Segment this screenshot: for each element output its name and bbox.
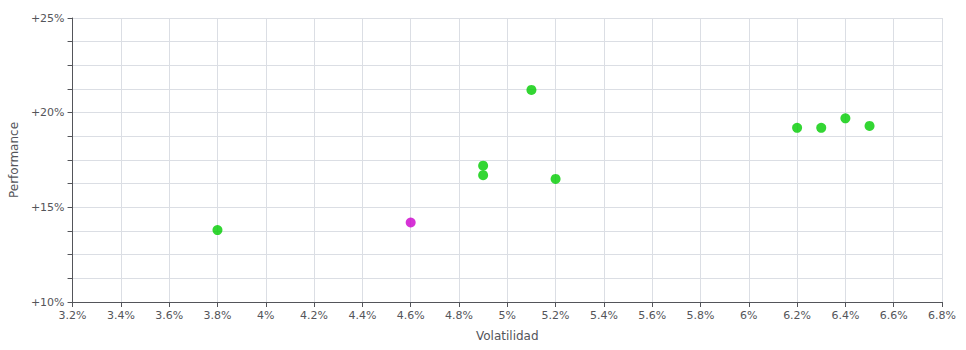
svg-text:4.2%: 4.2% — [300, 309, 328, 322]
svg-text:3.2%: 3.2% — [59, 309, 87, 322]
svg-text:6.4%: 6.4% — [831, 309, 859, 322]
svg-text:6.6%: 6.6% — [880, 309, 908, 322]
svg-text:5.8%: 5.8% — [687, 309, 715, 322]
svg-text:+25%: +25% — [31, 12, 65, 25]
svg-text:5.6%: 5.6% — [638, 309, 666, 322]
svg-text:+10%: +10% — [31, 296, 65, 309]
svg-text:4%: 4% — [257, 309, 274, 322]
svg-text:Performance: Performance — [7, 122, 21, 198]
svg-text:5.2%: 5.2% — [542, 309, 570, 322]
svg-text:6%: 6% — [740, 309, 757, 322]
svg-text:3.4%: 3.4% — [107, 309, 135, 322]
svg-text:4.4%: 4.4% — [348, 309, 376, 322]
svg-text:6.2%: 6.2% — [783, 309, 811, 322]
svg-text:5%: 5% — [499, 309, 516, 322]
svg-text:Volatilidad: Volatilidad — [476, 329, 539, 343]
svg-text:+20%: +20% — [31, 106, 65, 119]
svg-text:3.8%: 3.8% — [203, 309, 231, 322]
svg-text:4.8%: 4.8% — [445, 309, 473, 322]
svg-text:+15%: +15% — [31, 201, 65, 214]
svg-text:3.6%: 3.6% — [155, 309, 183, 322]
svg-text:4.6%: 4.6% — [397, 309, 425, 322]
svg-text:5.4%: 5.4% — [590, 309, 618, 322]
svg-text:6.8%: 6.8% — [928, 309, 956, 322]
